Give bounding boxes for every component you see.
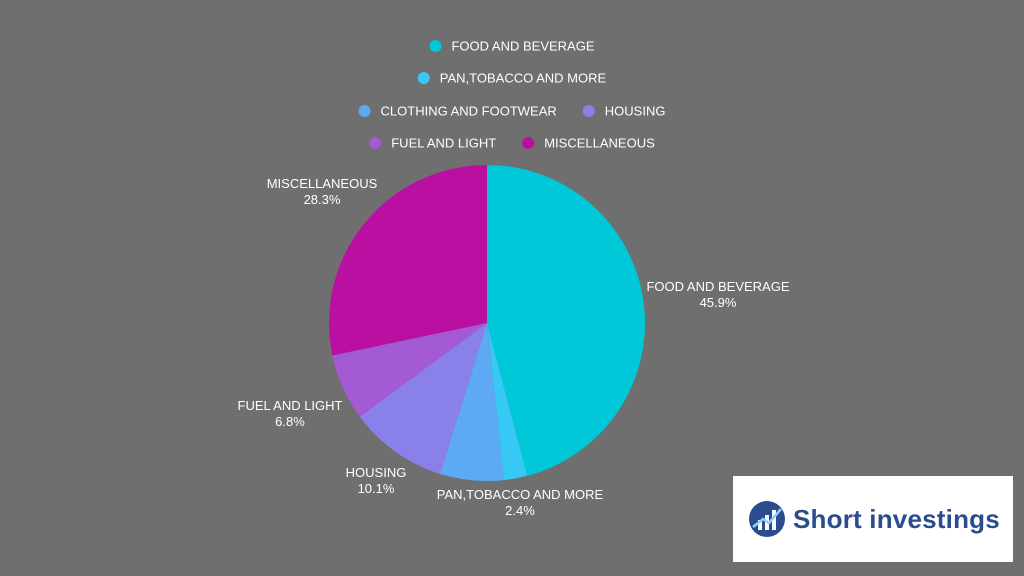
slice-value-miscellaneous: 28.3% bbox=[304, 192, 341, 207]
legend-marker-food-and-beverage bbox=[429, 40, 442, 52]
pie-slice-miscellaneous bbox=[328, 165, 487, 356]
chart-growth-icon bbox=[749, 501, 785, 537]
slice-label-pan-tobacco-and-more: PAN,TOBACCO AND MORE bbox=[437, 487, 604, 502]
legend-label-food-and-beverage: FOOD AND BEVERAGE bbox=[451, 39, 594, 54]
legend-label-clothing-and-footwear: CLOTHING AND FOOTWEAR bbox=[381, 104, 557, 119]
slice-label-fuel-and-light: FUEL AND LIGHT bbox=[238, 398, 343, 413]
legend-label-miscellaneous: MISCELLANEOUS bbox=[544, 136, 655, 151]
slice-value-food-and-beverage: 45.9% bbox=[700, 295, 737, 310]
pie-slice-food-and-beverage bbox=[487, 165, 645, 476]
legend-label-fuel-and-light: FUEL AND LIGHT bbox=[391, 136, 496, 151]
pie-slice-fuel-and-light bbox=[332, 323, 487, 417]
slice-label-food-and-beverage: FOOD AND BEVERAGE bbox=[646, 279, 789, 294]
legend-marker-miscellaneous bbox=[522, 137, 535, 149]
pie-slice-housing bbox=[359, 323, 487, 474]
pie-slice-clothing-and-footwear bbox=[440, 323, 504, 481]
legend-marker-clothing-and-footwear bbox=[358, 105, 371, 117]
slice-value-fuel-and-light: 6.8% bbox=[275, 414, 305, 429]
legend-marker-pan-tobacco-and-more bbox=[417, 72, 430, 84]
legend-marker-fuel-and-light bbox=[369, 137, 382, 149]
slice-label-housing: HOUSING bbox=[346, 465, 407, 480]
pie-slice-pan-tobacco-and-more bbox=[487, 323, 528, 481]
legend-label-housing: HOUSING bbox=[605, 104, 666, 119]
chart-legend: FOOD AND BEVERAGE PAN,TOBACCO AND MORE CLO… bbox=[358, 39, 666, 151]
slice-value-housing: 10.1% bbox=[358, 481, 395, 496]
brand-logo: Short investings bbox=[733, 476, 1013, 562]
slice-value-pan-tobacco-and-more: 2.4% bbox=[505, 503, 535, 518]
logo-text: Short investings bbox=[793, 503, 1000, 534]
legend-label-pan-tobacco-and-more: PAN,TOBACCO AND MORE bbox=[440, 71, 607, 86]
slice-label-miscellaneous: MISCELLANEOUS bbox=[267, 176, 378, 191]
pie-slices bbox=[328, 165, 645, 481]
legend-marker-housing bbox=[582, 105, 595, 117]
